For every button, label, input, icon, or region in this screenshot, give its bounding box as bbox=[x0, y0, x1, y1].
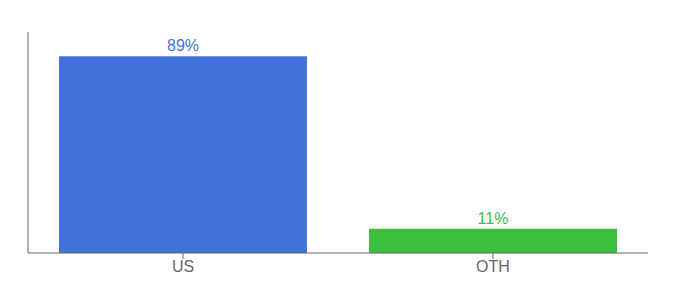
svg-text:OTH: OTH bbox=[476, 258, 510, 275]
svg-text:US: US bbox=[172, 258, 194, 275]
svg-text:89%: 89% bbox=[167, 37, 199, 54]
svg-text:11%: 11% bbox=[478, 210, 509, 227]
